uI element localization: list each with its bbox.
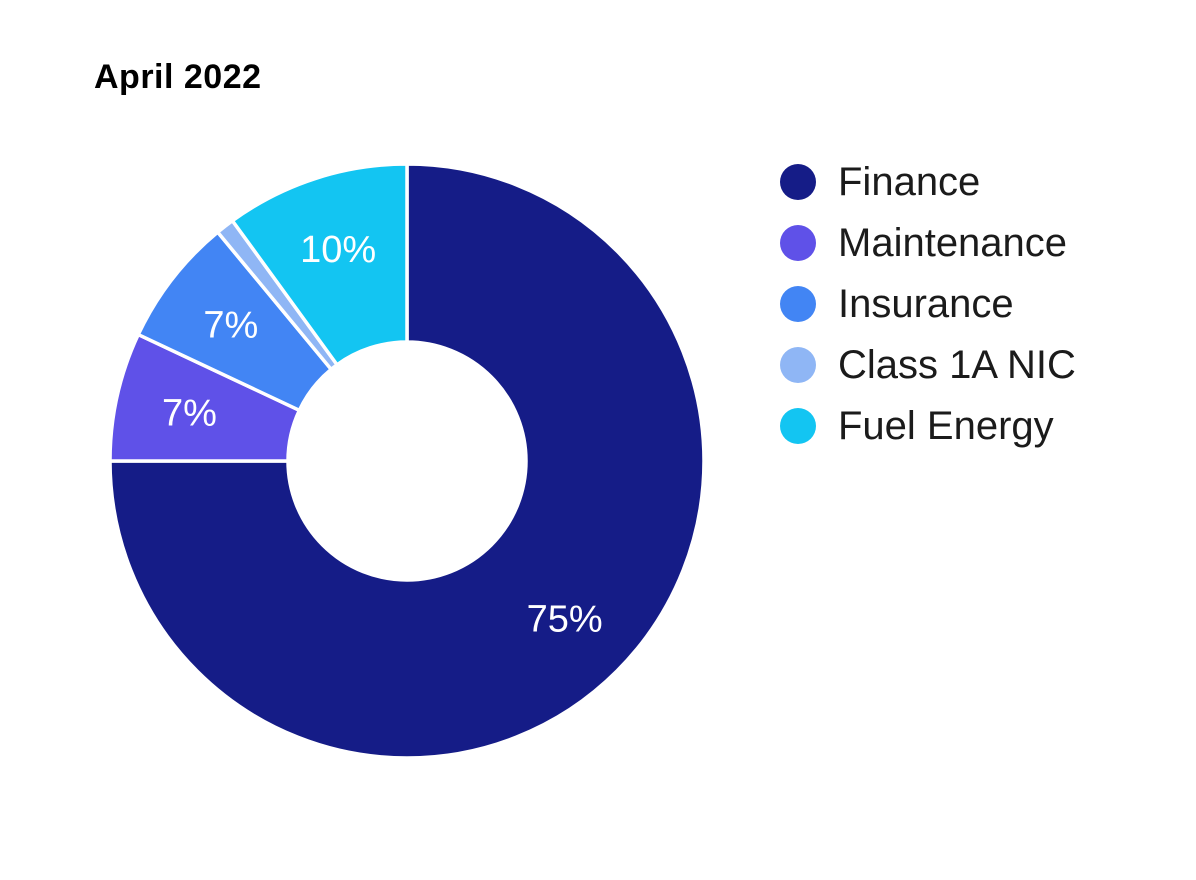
slice-label-fuel-energy: 10% [300, 229, 376, 271]
legend-label: Finance [838, 159, 981, 204]
legend-item-fuel-energy: Fuel Energy [780, 403, 1076, 448]
legend-label: Maintenance [838, 220, 1068, 265]
slice-label-insurance: 7% [203, 304, 258, 346]
legend-swatch-icon [780, 224, 816, 261]
chart-title: April 2022 [94, 58, 262, 96]
legend-swatch-icon [780, 346, 816, 383]
legend-item-maintenance: Maintenance [780, 220, 1076, 265]
legend: Finance Maintenance Insurance Class 1A NIC F… [780, 159, 1076, 468]
legend-item-insurance: Insurance [780, 281, 1076, 326]
legend-label: Fuel Energy [838, 403, 1054, 448]
slice-label-maintenance: 7% [162, 392, 217, 434]
legend-label: Class 1A NIC [838, 342, 1076, 387]
legend-item-class-1a-nic: Class 1A NIC [780, 342, 1076, 387]
slice-label-finance: 75% [527, 599, 603, 641]
legend-swatch-icon [780, 407, 816, 444]
legend-swatch-icon [780, 163, 816, 200]
donut-slice-finance [108, 162, 706, 760]
legend-item-finance: Finance [780, 159, 1076, 204]
legend-swatch-icon [780, 285, 816, 322]
donut-slice-fuel-energy [230, 162, 409, 367]
legend-label: Insurance [838, 281, 1014, 326]
